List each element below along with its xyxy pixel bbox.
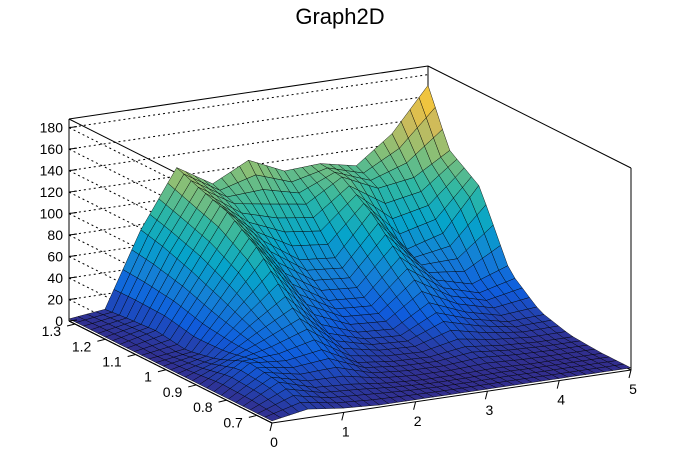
y-tick-label: 1.2 <box>72 338 92 354</box>
z-tick-label: 140 <box>40 163 64 179</box>
surface-mesh <box>68 84 632 422</box>
y-tick-mark <box>248 414 257 418</box>
z-tick-label: 100 <box>40 206 64 222</box>
y-tick-label: 0.9 <box>163 384 183 400</box>
z-tick-label: 80 <box>47 227 63 243</box>
y-tick-mark <box>218 399 227 403</box>
y-tick-mark <box>188 384 197 388</box>
z-tick-label: 60 <box>47 249 63 265</box>
x-tick-label: 4 <box>557 392 565 408</box>
x-tick-label: 5 <box>629 381 637 397</box>
z-tick-label: 160 <box>40 141 64 157</box>
x-tick-label: 3 <box>486 402 494 418</box>
z-tick-label: 180 <box>40 120 64 136</box>
z-tick-mark <box>68 319 78 322</box>
x-tick-label: 1 <box>342 423 350 439</box>
z-tick-mark <box>68 147 78 150</box>
grid-line-back-wall <box>68 74 429 129</box>
y-tick-mark <box>66 323 76 327</box>
x-tick-mark <box>269 422 273 432</box>
x-tick-label: 2 <box>414 413 422 429</box>
z-tick-mark <box>68 126 78 129</box>
z-tick-label: 40 <box>47 270 63 286</box>
y-tick-mark <box>127 354 136 357</box>
z-tick-label: 0 <box>55 313 63 329</box>
z-tick-mark <box>68 255 78 258</box>
x-tick-mark <box>628 369 632 379</box>
y-tick-mark <box>97 338 106 342</box>
y-tick-label: 1.1 <box>102 353 122 369</box>
z-tick-mark <box>68 169 78 172</box>
x-axis-line <box>271 369 632 424</box>
z-tick-mark <box>68 276 78 279</box>
z-tick-label: 20 <box>47 292 63 308</box>
z-tick-mark <box>68 212 78 215</box>
tick-labels: 0 20 40 60 80 100 120 140 160 180 0 1 2 3 4 5 0.7 0.8 0.9 1… <box>40 120 637 450</box>
z-tick-label: 120 <box>40 184 64 200</box>
y-tick-label: 1 <box>144 369 152 385</box>
y-tick-label: 1.3 <box>42 323 62 339</box>
y-tick-label: 0.7 <box>223 414 243 430</box>
chart-title: Graph2D <box>295 4 384 29</box>
z-tick-mark <box>68 298 78 301</box>
y-axis-line <box>68 320 273 424</box>
box-edge <box>68 65 429 120</box>
x-tick-mark <box>413 401 417 410</box>
y-tick-mark <box>157 369 167 373</box>
grid-line-back-wall <box>68 95 429 150</box>
axes <box>66 119 632 432</box>
z-tick-mark <box>68 233 78 236</box>
x-tick-mark <box>484 391 488 400</box>
surface-cell <box>613 363 632 370</box>
grid-line-back-wall <box>68 117 429 172</box>
x-tick-label: 0 <box>270 434 278 450</box>
z-tick-mark <box>68 190 78 193</box>
box-edge <box>427 65 632 169</box>
x-tick-mark <box>556 380 560 389</box>
y-tick-label: 0.8 <box>193 399 213 415</box>
x-tick-mark <box>341 412 345 421</box>
